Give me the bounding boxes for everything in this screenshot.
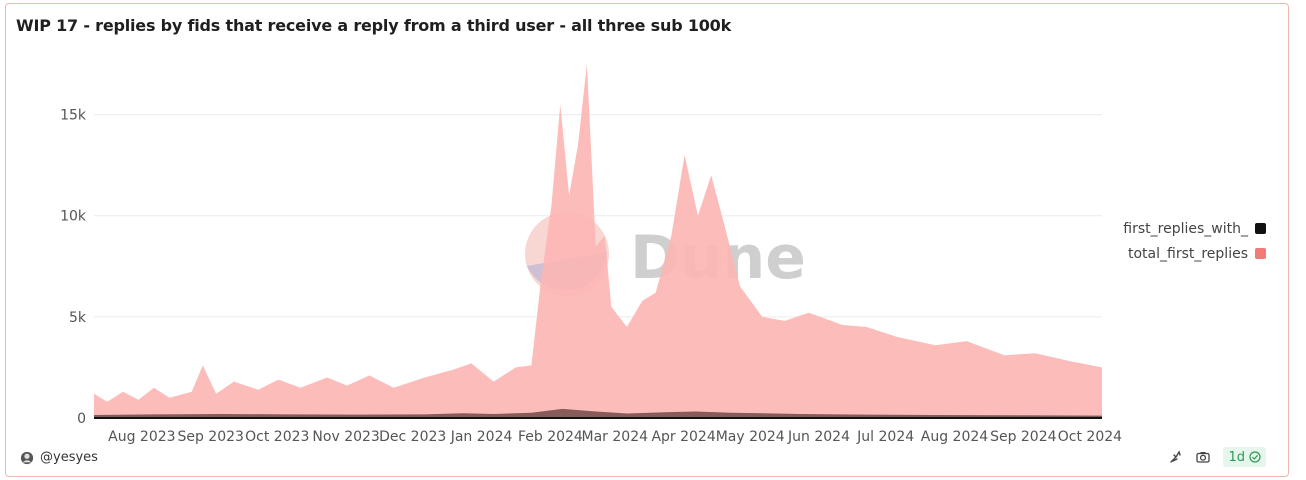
footer-actions: 1d [1167,447,1266,467]
y-tick-label: 0 [77,411,86,427]
x-tick-label: Aug 2024 [921,429,989,445]
x-tick-label: Sep 2023 [177,429,243,445]
x-tick-label: Sep 2024 [990,429,1057,445]
series-total-first-replies[interactable] [94,64,1102,418]
x-axis: Aug 2023 Sep 2023 Oct 2023 Nov 2023 Dec 2023… [108,429,1122,445]
legend-item-total-first-replies[interactable]: total_first_replies [1123,241,1266,266]
y-tick-label: 15k [60,108,87,124]
camera-icon[interactable] [1195,449,1211,465]
area-series [94,64,1102,419]
x-tick-label: Jun 2024 [787,429,850,445]
refresh-badge[interactable]: 1d [1223,447,1266,467]
legend-label: first_replies_with_ [1123,220,1248,237]
check-circle-icon [1249,451,1261,463]
legend: first_replies_with_ total_first_replies [1123,216,1266,266]
x-tick-label: Apr 2024 [651,429,715,445]
share-icon[interactable] [1167,449,1183,465]
x-tick-label: Aug 2023 [108,429,175,445]
x-tick-label: Nov 2023 [312,429,379,445]
author-name: @yesyes [40,450,98,465]
chart-card: WIP 17 - replies by fids that receive a … [5,3,1289,477]
legend-item-first-replies-with[interactable]: first_replies_with_ [1123,216,1266,241]
x-tick-label: Oct 2023 [245,429,309,445]
author-link[interactable]: @yesyes [20,450,98,465]
refresh-interval: 1d [1228,449,1245,465]
series-first-replies-with[interactable] [94,408,1102,418]
x-tick-label: Jul 2024 [856,429,914,445]
chart-title: WIP 17 - replies by fids that receive a … [16,16,732,35]
x-tick-label: Feb 2024 [518,429,583,445]
x-tick-label: May 2024 [716,429,785,445]
legend-swatch [1255,248,1266,259]
y-axis: 0 5k 10k 15k [60,108,87,427]
x-tick-label: Dec 2023 [379,429,446,445]
x-tick-label: Mar 2024 [582,429,649,445]
user-avatar-icon [20,451,34,464]
y-tick-label: 5k [69,310,87,326]
x-tick-label: Jan 2024 [450,429,513,445]
legend-label: total_first_replies [1127,245,1248,262]
y-tick-label: 10k [60,209,87,225]
x-tick-label: Oct 2024 [1058,429,1122,445]
legend-swatch [1255,223,1266,234]
